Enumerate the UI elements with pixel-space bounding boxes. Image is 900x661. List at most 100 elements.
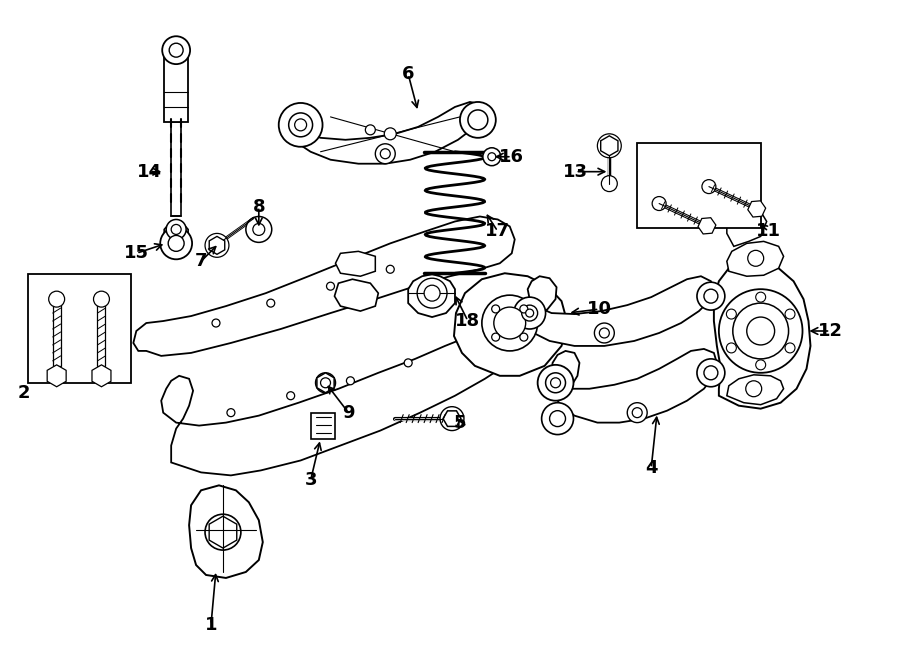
Circle shape <box>632 408 643 418</box>
Circle shape <box>440 407 464 430</box>
Polygon shape <box>133 217 515 356</box>
FancyBboxPatch shape <box>28 274 131 383</box>
Circle shape <box>697 359 724 387</box>
Circle shape <box>205 514 241 550</box>
Polygon shape <box>527 276 714 346</box>
Circle shape <box>78 345 94 361</box>
Text: 16: 16 <box>500 147 524 166</box>
Circle shape <box>756 292 766 302</box>
Circle shape <box>160 227 192 259</box>
Text: 2: 2 <box>17 384 30 402</box>
Circle shape <box>520 305 527 313</box>
Circle shape <box>733 303 788 359</box>
Text: 10: 10 <box>587 300 612 318</box>
Circle shape <box>212 319 220 327</box>
Bar <box>97 301 105 366</box>
Circle shape <box>520 333 527 341</box>
Circle shape <box>424 285 440 301</box>
Circle shape <box>417 278 447 308</box>
Circle shape <box>246 217 272 243</box>
Circle shape <box>213 522 233 542</box>
Text: 7: 7 <box>194 253 207 270</box>
Polygon shape <box>727 208 767 247</box>
Circle shape <box>171 225 181 235</box>
Polygon shape <box>552 349 717 422</box>
Circle shape <box>384 128 396 140</box>
Circle shape <box>704 366 718 380</box>
Circle shape <box>491 333 500 341</box>
Text: 5: 5 <box>454 414 466 432</box>
Circle shape <box>482 295 537 351</box>
Circle shape <box>526 309 534 317</box>
Text: 13: 13 <box>563 163 588 180</box>
Circle shape <box>697 282 724 310</box>
Circle shape <box>704 289 718 303</box>
Circle shape <box>545 373 565 393</box>
Circle shape <box>162 36 190 64</box>
Text: 9: 9 <box>342 404 355 422</box>
Bar <box>53 301 60 366</box>
Circle shape <box>491 305 500 313</box>
Bar <box>164 57 188 122</box>
Circle shape <box>542 403 573 434</box>
Circle shape <box>514 297 545 329</box>
Polygon shape <box>727 375 784 405</box>
Circle shape <box>483 148 500 166</box>
Circle shape <box>346 377 355 385</box>
Circle shape <box>381 149 391 159</box>
Text: 11: 11 <box>756 222 781 241</box>
Circle shape <box>316 373 336 393</box>
Circle shape <box>289 113 312 137</box>
Circle shape <box>746 381 761 397</box>
Circle shape <box>227 408 235 416</box>
Circle shape <box>719 289 803 373</box>
Text: 3: 3 <box>304 471 317 489</box>
Circle shape <box>253 223 265 235</box>
Bar <box>171 122 181 217</box>
Polygon shape <box>164 221 188 247</box>
Polygon shape <box>727 241 784 276</box>
Circle shape <box>550 410 565 426</box>
Circle shape <box>287 392 294 400</box>
Polygon shape <box>409 274 455 317</box>
Circle shape <box>785 343 795 353</box>
Circle shape <box>702 180 716 194</box>
Circle shape <box>488 153 496 161</box>
Text: 15: 15 <box>124 245 148 262</box>
Polygon shape <box>310 412 336 438</box>
Circle shape <box>748 251 764 266</box>
Circle shape <box>551 378 561 388</box>
Circle shape <box>599 328 609 338</box>
Circle shape <box>756 360 766 370</box>
Polygon shape <box>335 279 378 311</box>
Polygon shape <box>161 331 515 475</box>
Circle shape <box>460 102 496 137</box>
Polygon shape <box>54 333 116 373</box>
Polygon shape <box>292 102 482 164</box>
Circle shape <box>594 323 615 343</box>
Circle shape <box>726 343 736 353</box>
Circle shape <box>320 378 330 388</box>
Text: 1: 1 <box>205 616 217 634</box>
Text: 4: 4 <box>645 459 657 477</box>
Circle shape <box>494 307 526 339</box>
Circle shape <box>94 291 110 307</box>
Circle shape <box>49 291 65 307</box>
Circle shape <box>601 176 617 192</box>
Circle shape <box>598 134 621 158</box>
Polygon shape <box>454 273 568 376</box>
Circle shape <box>785 309 795 319</box>
Text: 8: 8 <box>253 198 266 215</box>
Text: 12: 12 <box>818 322 843 340</box>
Circle shape <box>537 365 573 401</box>
Text: 17: 17 <box>485 222 510 241</box>
Text: 18: 18 <box>455 312 481 330</box>
Circle shape <box>404 359 412 367</box>
Circle shape <box>294 119 307 131</box>
Circle shape <box>386 265 394 273</box>
Circle shape <box>468 110 488 130</box>
Circle shape <box>327 282 335 290</box>
Circle shape <box>168 235 184 251</box>
Circle shape <box>522 305 537 321</box>
Circle shape <box>747 317 775 345</box>
